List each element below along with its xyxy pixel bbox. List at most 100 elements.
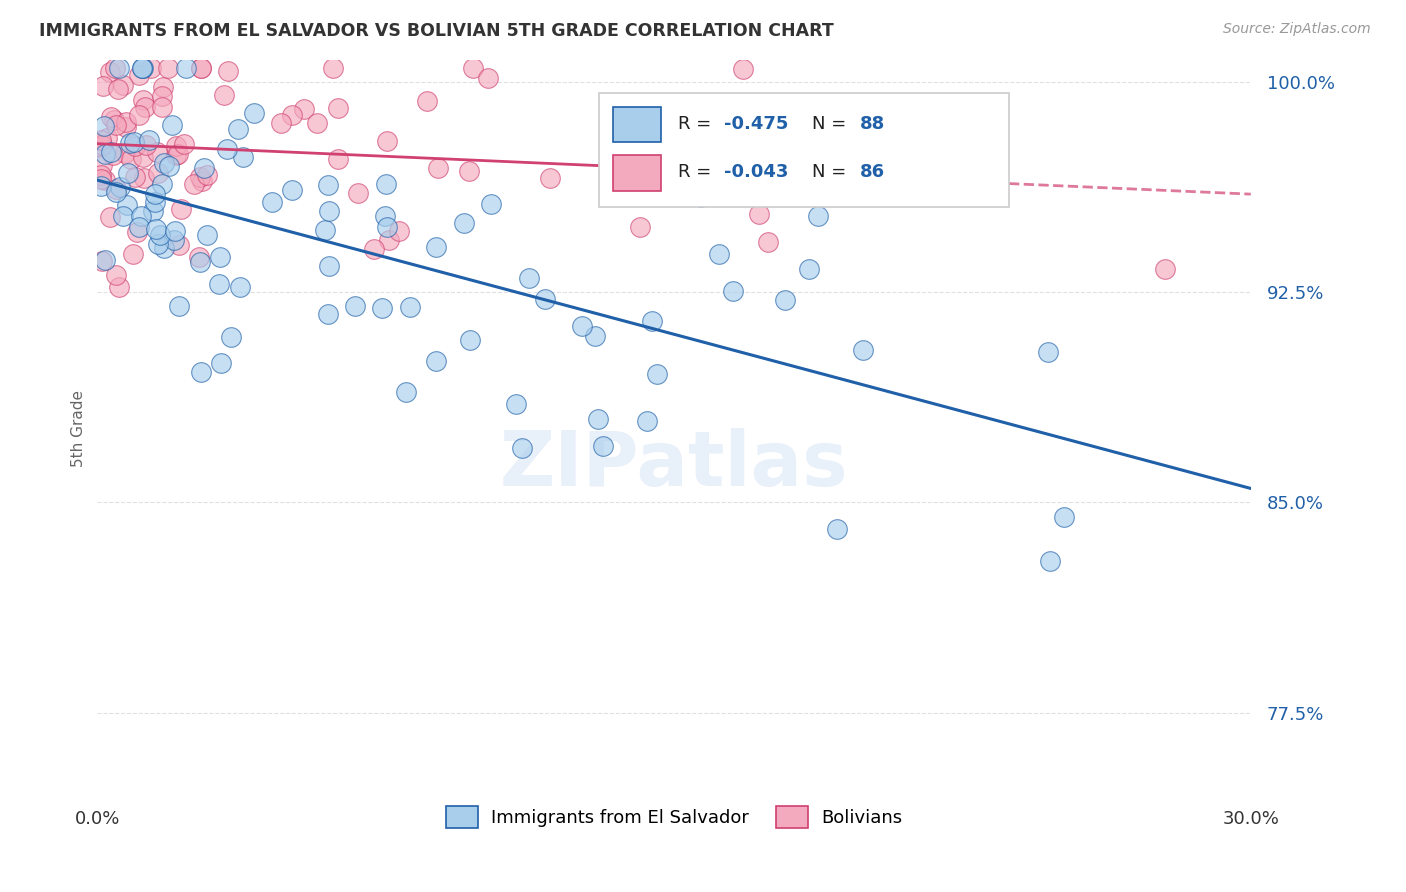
Point bbox=[328, 152, 350, 166]
Point bbox=[370, 301, 392, 315]
Point bbox=[463, 61, 485, 75]
Point bbox=[131, 61, 153, 75]
Point bbox=[316, 308, 339, 322]
Point bbox=[93, 252, 115, 267]
Point bbox=[318, 178, 340, 192]
Point bbox=[145, 145, 167, 159]
Point bbox=[852, 343, 875, 358]
Point bbox=[104, 268, 127, 283]
Point bbox=[510, 441, 533, 455]
FancyBboxPatch shape bbox=[599, 93, 1008, 207]
Point bbox=[100, 145, 122, 160]
Point bbox=[374, 209, 396, 223]
Point bbox=[219, 330, 242, 344]
Point bbox=[167, 299, 190, 313]
Point bbox=[128, 220, 150, 235]
Point bbox=[374, 177, 396, 191]
Text: N =: N = bbox=[813, 163, 852, 181]
Point bbox=[190, 174, 212, 188]
Point bbox=[160, 118, 183, 132]
Point bbox=[636, 414, 658, 428]
Point bbox=[153, 156, 176, 170]
Point bbox=[799, 262, 821, 277]
Point bbox=[453, 216, 475, 230]
Point bbox=[571, 318, 593, 333]
Point bbox=[117, 166, 139, 180]
Point bbox=[105, 182, 128, 196]
Point bbox=[534, 292, 557, 306]
Point bbox=[209, 250, 232, 264]
Point bbox=[138, 133, 160, 147]
Point bbox=[91, 79, 114, 94]
Point bbox=[114, 146, 136, 161]
Point bbox=[416, 94, 439, 108]
Point bbox=[173, 136, 195, 151]
Point bbox=[145, 221, 167, 235]
Point bbox=[150, 100, 173, 114]
Text: -0.043: -0.043 bbox=[724, 163, 787, 181]
Point bbox=[346, 186, 368, 200]
Point bbox=[165, 139, 187, 153]
Point bbox=[825, 522, 848, 536]
Point bbox=[641, 314, 664, 328]
Point bbox=[143, 186, 166, 201]
Point bbox=[183, 178, 205, 192]
Point bbox=[208, 277, 231, 291]
Point bbox=[101, 147, 124, 161]
Point bbox=[93, 173, 115, 187]
Point bbox=[128, 108, 150, 122]
Point bbox=[124, 139, 146, 153]
Point bbox=[479, 197, 502, 211]
Point bbox=[165, 148, 187, 162]
Point bbox=[983, 158, 1005, 172]
Point bbox=[169, 202, 191, 216]
Text: -0.475: -0.475 bbox=[724, 115, 787, 133]
Point bbox=[281, 183, 304, 197]
Point bbox=[721, 285, 744, 299]
Point bbox=[270, 116, 292, 130]
Point bbox=[188, 170, 211, 185]
Point bbox=[190, 365, 212, 379]
Point bbox=[326, 101, 349, 115]
Point bbox=[538, 170, 561, 185]
Point bbox=[395, 384, 418, 399]
Point bbox=[127, 225, 149, 239]
Point bbox=[90, 133, 112, 147]
Point bbox=[243, 106, 266, 120]
Point bbox=[195, 168, 218, 182]
Point bbox=[477, 71, 499, 86]
Point bbox=[129, 209, 152, 223]
Point bbox=[135, 138, 157, 153]
Point bbox=[120, 153, 142, 167]
Point bbox=[583, 329, 606, 343]
Point bbox=[226, 122, 249, 136]
Point bbox=[132, 170, 155, 185]
Point bbox=[458, 164, 481, 178]
Point bbox=[690, 190, 713, 204]
Point bbox=[132, 150, 155, 164]
Point bbox=[592, 439, 614, 453]
Point bbox=[217, 63, 239, 78]
Point bbox=[90, 168, 112, 182]
Point bbox=[460, 333, 482, 347]
Point bbox=[153, 241, 176, 255]
Point bbox=[628, 219, 651, 234]
Point bbox=[167, 238, 190, 252]
Point bbox=[128, 68, 150, 82]
Point bbox=[517, 270, 540, 285]
FancyBboxPatch shape bbox=[613, 107, 661, 142]
Point bbox=[98, 210, 121, 224]
Point bbox=[157, 61, 180, 75]
Point bbox=[232, 150, 254, 164]
Point bbox=[131, 61, 153, 75]
Point bbox=[103, 61, 125, 75]
Point bbox=[132, 61, 155, 75]
Point bbox=[229, 280, 252, 294]
Point bbox=[505, 397, 527, 411]
Point bbox=[122, 247, 145, 261]
Point bbox=[212, 87, 235, 102]
Point bbox=[731, 62, 754, 77]
Point bbox=[132, 94, 155, 108]
Point bbox=[105, 185, 128, 199]
Point bbox=[598, 139, 620, 153]
